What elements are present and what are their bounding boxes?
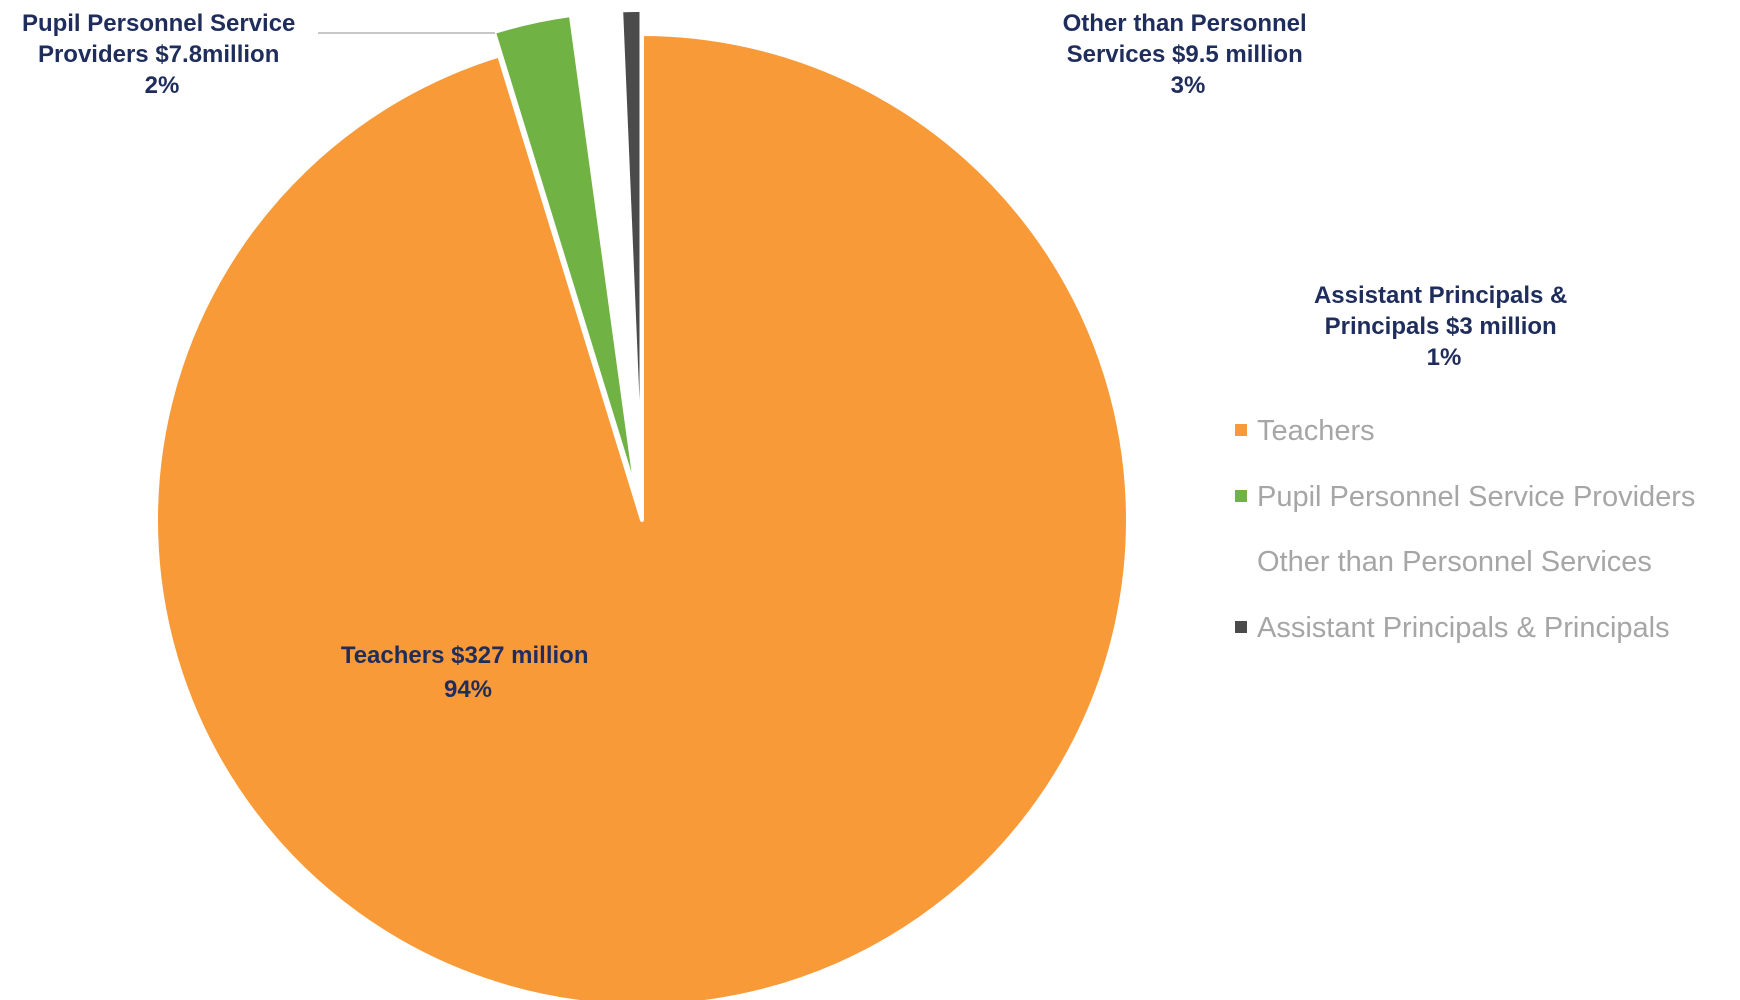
legend: Teachers Pupil Personnel Service Provide… (1235, 415, 1695, 644)
slice-label-teachers-line-2: 94% (444, 676, 492, 703)
pie-slices (154, 8, 1130, 1000)
legend-swatch-teachers (1235, 424, 1247, 436)
legend-item-teachers: Teachers (1235, 415, 1375, 447)
legend-swatch-pupil-personnel (1235, 490, 1247, 502)
slice-label-teachers: Teachers $327 million 94% (341, 642, 595, 703)
slice-label-pupil-personnel-line-3: 2% (145, 72, 180, 99)
legend-item-assistant-principals: Assistant Principals & Principals (1235, 612, 1670, 644)
legend-label-other-than-personnel: Other than Personnel Services (1257, 546, 1652, 578)
slice-label-ap-line-3: 1% (1427, 344, 1462, 371)
legend-item-other-than-personnel: Other than Personnel Services (1235, 546, 1652, 578)
pie-slice-teachers (154, 32, 1130, 1000)
pie-slice-assistant-principals-principals (619, 8, 644, 499)
slice-label-ap-line-2: Principals $3 million (1325, 313, 1557, 340)
legend-label-pupil-personnel: Pupil Personnel Service Providers (1257, 481, 1695, 513)
slice-label-teachers-line-1: Teachers $327 million (341, 642, 589, 669)
legend-swatch-other-than-personnel (1235, 555, 1247, 567)
legend-label-assistant-principals: Assistant Principals & Principals (1257, 612, 1670, 644)
legend-swatch-assistant-principals (1235, 621, 1247, 633)
slice-label-assistant-principals: Assistant Principals & Principals $3 mil… (1314, 282, 1574, 371)
slice-label-pupil-personnel-line-1: Pupil Personnel Service (22, 10, 295, 37)
slice-label-ap-line-1: Assistant Principals & (1314, 282, 1567, 309)
legend-item-pupil-personnel: Pupil Personnel Service Providers (1235, 481, 1695, 513)
slice-label-pupil-personnel-line-2: Providers $7.8million (38, 41, 279, 68)
slice-label-other-than-personnel: Other than Personnel Services $9.5 milli… (1063, 10, 1314, 99)
slice-label-other-line-3: 3% (1171, 72, 1206, 99)
slice-label-other-line-1: Other than Personnel (1063, 10, 1307, 37)
slice-label-other-line-2: Services $9.5 million (1067, 41, 1303, 68)
slice-label-pupil-personnel: Pupil Personnel Service Providers $7.8mi… (22, 10, 302, 99)
legend-label-teachers: Teachers (1257, 415, 1375, 447)
